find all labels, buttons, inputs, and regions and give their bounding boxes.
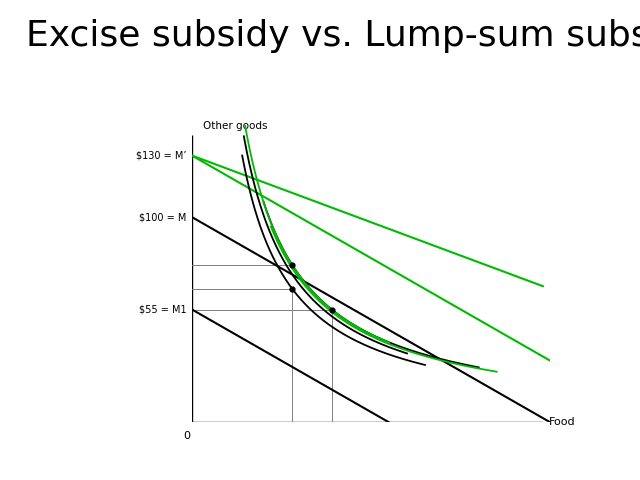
Text: Food: Food [548, 418, 575, 427]
Text: $130 = M’: $130 = M’ [136, 151, 187, 161]
Text: $100 = M: $100 = M [140, 212, 187, 222]
Text: $55 = M1: $55 = M1 [139, 304, 187, 314]
Text: 0: 0 [183, 431, 190, 441]
Text: Excise subsidy vs. Lump-sum subsidy: Excise subsidy vs. Lump-sum subsidy [26, 19, 640, 53]
Text: Other goods: Other goods [203, 121, 268, 131]
